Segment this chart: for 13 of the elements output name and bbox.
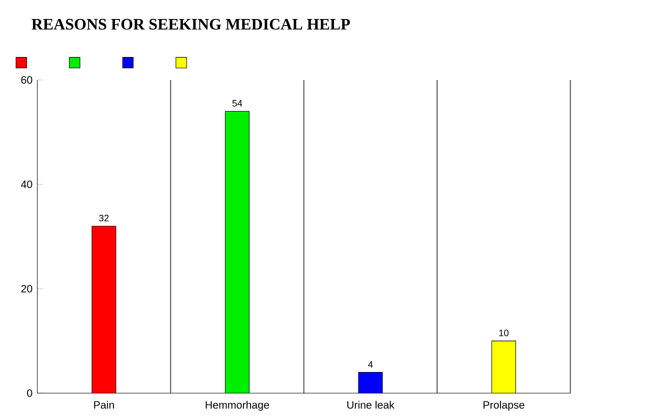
x-tick-label: Urine leak: [347, 400, 394, 409]
data-label: 54: [232, 100, 242, 107]
y-tick-label: 40: [21, 180, 32, 188]
y-tick-label: 20: [21, 284, 32, 292]
y-tick-label: 60: [21, 76, 32, 84]
chart-title: REASONS FOR SEEKING MEDICAL HELP: [32, 18, 350, 30]
x-tick-label: Prolapse: [484, 400, 524, 411]
data-label: 10: [499, 330, 509, 336]
x-tick-label: Hemmorhage: [206, 400, 270, 411]
data-label: 32: [99, 214, 109, 222]
data-label: 4: [368, 361, 373, 368]
y-tick-label: 0: [27, 389, 32, 397]
x-tick-label: Pain: [94, 400, 114, 409]
